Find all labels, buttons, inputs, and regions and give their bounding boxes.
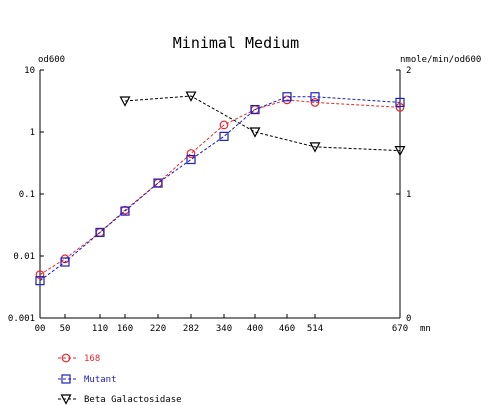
- y-left-tick-label: 10: [24, 66, 35, 76]
- chart-title: Minimal Medium: [173, 34, 299, 52]
- data-point: [394, 146, 406, 157]
- data-point: [310, 92, 320, 102]
- x-tick-label: 220: [150, 324, 166, 334]
- legend-item: Mutant: [58, 374, 117, 385]
- y-left-tick-label: 0.1: [19, 190, 35, 200]
- y-left-tick-label: 1: [30, 128, 35, 138]
- data-point: [35, 270, 45, 280]
- data-point: [395, 102, 405, 112]
- series-mutant: [35, 92, 405, 286]
- legend-marker: [61, 374, 71, 384]
- data-point: [35, 276, 45, 286]
- series-168: [35, 95, 405, 280]
- legend: 168 Mutant Beta Galactosidase: [58, 353, 182, 405]
- x-tick-label: 514: [307, 324, 323, 334]
- legend-marker: [61, 353, 71, 363]
- x-tick-label: 460: [279, 324, 295, 334]
- y-left-axis-label: od600: [38, 55, 65, 65]
- data-point: [250, 104, 260, 115]
- y-left-tick-label: 0.001: [8, 314, 35, 324]
- data-point: [95, 227, 105, 238]
- series-line: [39, 96, 401, 282]
- legend-item: Beta Galactosidase: [58, 394, 182, 405]
- data-point: [60, 257, 70, 267]
- x-tick-label: 110: [92, 324, 108, 334]
- data-point: [219, 120, 229, 130]
- x-tick-label: 400: [247, 324, 263, 334]
- series-line: [124, 95, 401, 152]
- data-point: [186, 154, 196, 165]
- data-point: [395, 97, 405, 108]
- x-tick-label: 340: [216, 324, 232, 334]
- legend-label: Beta Galactosidase: [84, 395, 182, 405]
- legend-label: 168: [84, 354, 100, 364]
- data-point: [282, 92, 292, 102]
- data-point: [153, 178, 163, 188]
- data-point: [219, 131, 229, 141]
- x-tick-label: 160: [117, 324, 133, 334]
- data-point: [185, 91, 197, 102]
- data-point: [249, 127, 261, 138]
- ticks-layer: 00 50 110 160 220 282 340 400 460 514 6700.0010.01…: [8, 66, 412, 334]
- x-tick-label: 670: [392, 324, 408, 334]
- data-point: [153, 178, 163, 188]
- series-beta-galactosidase: [119, 91, 406, 157]
- series-layer: [35, 91, 406, 286]
- data-point: [119, 96, 131, 107]
- data-point: [120, 206, 130, 216]
- data-point: [309, 142, 321, 153]
- x-tick-label: 00: [35, 324, 46, 334]
- y-right-axis-label: nmole/min/od600: [400, 55, 481, 65]
- y-right-tick-label: 2: [406, 66, 411, 76]
- x-tick-label: 50: [60, 324, 71, 334]
- legend-marker: [60, 394, 72, 405]
- y-right-tick-label: 1: [406, 190, 411, 200]
- legend-label: Mutant: [84, 375, 117, 385]
- x-tick-label: 282: [183, 324, 199, 334]
- legend-item: 168: [58, 353, 100, 364]
- y-right-tick-label: 0: [406, 314, 411, 324]
- x-axis-unit-label: mn: [420, 324, 431, 334]
- y-left-tick-label: 0.01: [13, 252, 35, 262]
- data-point: [310, 98, 320, 107]
- data-point: [186, 149, 196, 158]
